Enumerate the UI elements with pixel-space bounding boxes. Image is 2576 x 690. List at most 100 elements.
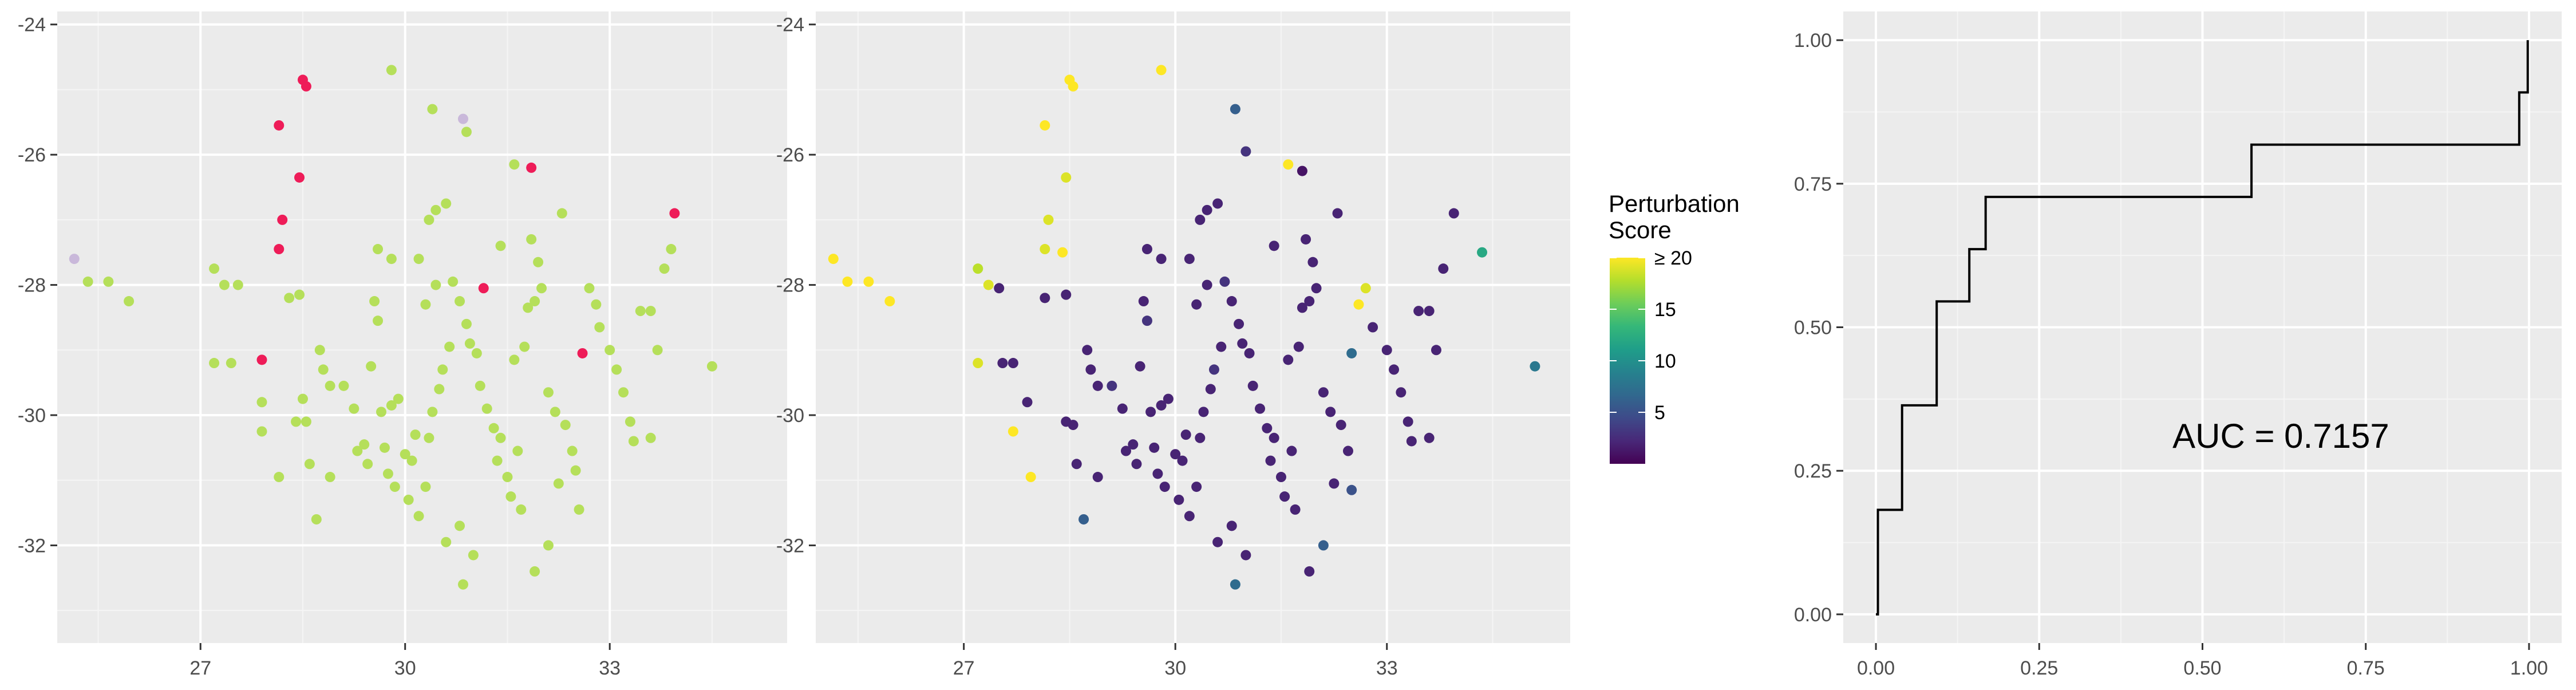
scatter-point <box>530 296 540 307</box>
scatter-point <box>543 540 554 551</box>
scatter-point <box>556 208 567 219</box>
scatter-point <box>424 432 434 443</box>
scatter-point <box>219 279 230 290</box>
scatter-point <box>1071 459 1082 470</box>
scatter-point <box>1255 403 1266 414</box>
scatter-point <box>1212 198 1223 209</box>
scatter-point <box>420 482 431 492</box>
scatter-point <box>1297 165 1307 176</box>
scatter-point <box>297 74 308 85</box>
scatter-point <box>652 345 663 356</box>
y-tick-label: -24 <box>18 14 46 36</box>
scatter-point <box>1043 214 1054 225</box>
scatter-point <box>1174 494 1184 505</box>
scatter-point <box>1389 364 1400 375</box>
y-tick-label: -28 <box>776 275 804 297</box>
points-layer <box>69 65 717 590</box>
scatter-point <box>1135 361 1145 372</box>
scatter-point <box>1092 380 1103 391</box>
scatter-point <box>1290 504 1301 515</box>
scatter-point <box>1008 358 1018 369</box>
scatter-point <box>1138 296 1149 307</box>
y-tick-label: -26 <box>18 144 46 166</box>
scatter-point <box>69 254 80 265</box>
scatter-point <box>1247 380 1258 391</box>
scatter-point <box>389 482 400 492</box>
scatter-point <box>1265 455 1276 466</box>
scatter-point <box>1156 254 1167 265</box>
scatter-point <box>577 348 588 358</box>
scatter-point <box>1234 318 1244 329</box>
scatter-point <box>1061 172 1072 183</box>
scatter-point <box>226 358 236 369</box>
scatter-point <box>1346 484 1357 495</box>
minor-grid <box>57 11 787 643</box>
scatter-point <box>403 494 414 505</box>
axes: 27 30 33 -24 -26 -28 -30 -32 <box>776 14 1398 679</box>
scatter-point <box>1205 384 1216 395</box>
scatter-point <box>611 364 622 375</box>
scatter-point <box>455 296 465 307</box>
scatter-point <box>533 257 544 267</box>
scatter-point <box>1332 208 1343 219</box>
scatter-point <box>1191 482 1202 492</box>
scatter-point <box>1283 354 1294 365</box>
x-tick-label: 30 <box>1164 657 1186 679</box>
scatter-point <box>1107 380 1117 391</box>
x-tick-label: 0.75 <box>2347 657 2385 679</box>
scatter-point <box>1117 403 1128 414</box>
scatter-point <box>1078 514 1089 525</box>
y-tick-label: -30 <box>776 405 804 427</box>
scatter-point <box>1212 537 1223 547</box>
scatter-point <box>1177 455 1188 466</box>
scatter-point <box>413 511 424 522</box>
scatter-point <box>1262 423 1273 433</box>
scatter-point <box>481 403 492 414</box>
scatter-point <box>1145 407 1156 417</box>
scatter-point <box>1304 566 1315 577</box>
scatter-point <box>1128 439 1139 450</box>
major-grid <box>816 11 1570 643</box>
scatter-point <box>1424 306 1435 317</box>
scatter-point <box>509 159 520 170</box>
scatter-point <box>574 504 584 515</box>
scatter-point <box>523 302 534 313</box>
scatter-point <box>1402 416 1413 427</box>
scatter-point <box>519 341 530 352</box>
scatter-point <box>325 472 335 483</box>
x-tick-label: 0.00 <box>1857 657 1895 679</box>
scatter-point <box>605 345 615 356</box>
scatter-point <box>1269 240 1279 251</box>
scatter-point <box>706 361 717 372</box>
scatter-point <box>448 276 459 287</box>
scatter-point <box>386 65 397 76</box>
scatter-point <box>1301 234 1311 245</box>
scatter-point <box>625 416 635 427</box>
scatter-point <box>994 283 1005 294</box>
scatter-point <box>256 397 267 408</box>
scatter-point <box>441 537 452 547</box>
scatter-point <box>1141 244 1152 255</box>
scatter-point <box>1156 400 1167 411</box>
scatter-point <box>1163 393 1174 404</box>
scatter-point <box>1191 299 1202 310</box>
y-tick-label: 0.25 <box>1794 460 1832 482</box>
scatter-point <box>1244 348 1255 358</box>
scatter-point <box>1131 459 1142 470</box>
scatter-point <box>400 449 410 460</box>
scatter-point <box>311 514 322 525</box>
roc-curve-line <box>1876 40 2529 616</box>
scatter-point <box>1329 478 1340 489</box>
scatter-point <box>1202 279 1212 290</box>
scatter-point <box>1325 407 1336 417</box>
scatter-point <box>997 358 1008 369</box>
scatter-point <box>502 472 513 483</box>
scatter-point <box>1431 345 1441 356</box>
scatter-point <box>526 162 537 173</box>
auc-annotation: AUC = 0.7157 <box>2172 417 2389 455</box>
scatter-point <box>584 283 595 294</box>
scatter-point <box>1297 302 1307 313</box>
scatter-point <box>1120 445 1131 456</box>
scatter-point <box>376 407 387 417</box>
scatter-point <box>1040 120 1050 131</box>
